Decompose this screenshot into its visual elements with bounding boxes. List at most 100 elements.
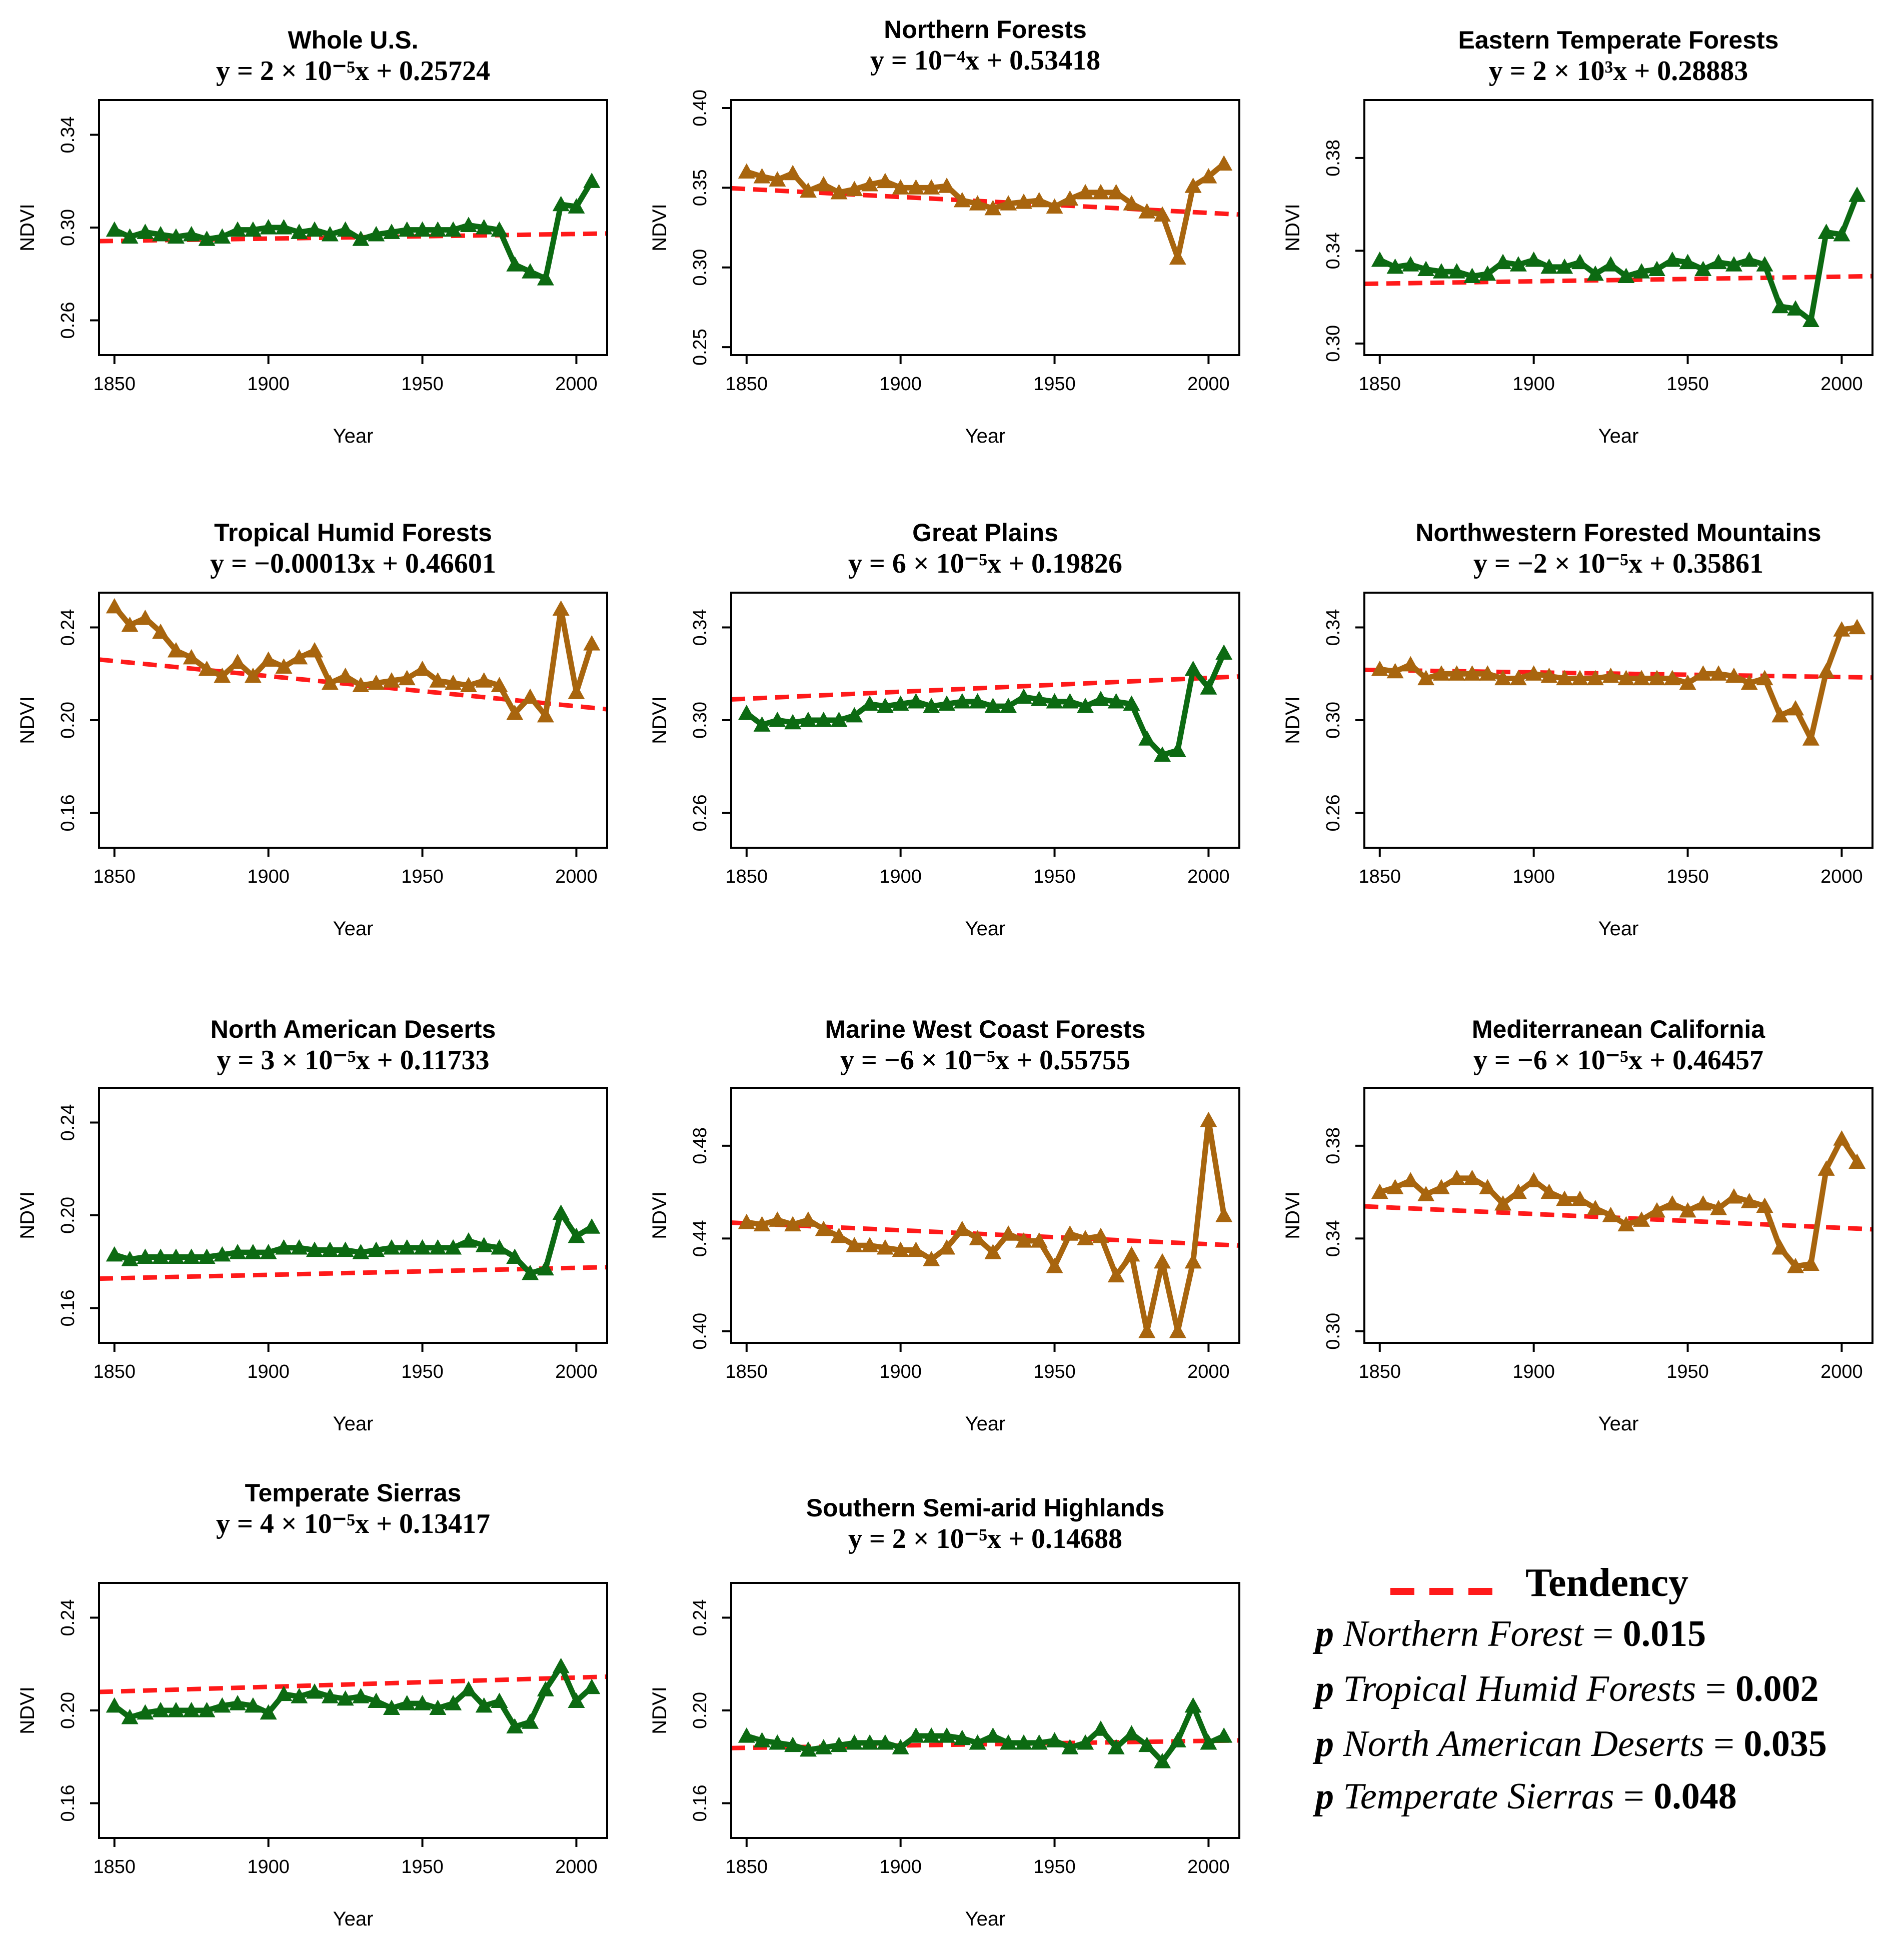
chart-equation: y = 10⁻⁴x + 0.53418: [870, 45, 1100, 76]
data-point: [1061, 1225, 1079, 1241]
data-point: [383, 1699, 400, 1715]
data-point: [846, 1734, 863, 1750]
data-point: [183, 649, 200, 665]
data-point: [923, 698, 940, 713]
data-point: [398, 221, 416, 237]
data-point: [506, 1248, 524, 1264]
data-point: [1386, 258, 1404, 274]
y-tick-label: 0.34: [690, 609, 711, 646]
data-point: [753, 716, 771, 732]
data-point: [984, 1244, 1002, 1259]
data-point: [1386, 1179, 1404, 1194]
x-tick-label: 1850: [726, 866, 768, 887]
series-segment: [573, 641, 595, 695]
legend-value: 0.002: [1735, 1668, 1819, 1709]
legend-p: p: [1315, 1613, 1334, 1654]
data-point: [1663, 670, 1681, 686]
x-tick-label: 2000: [1187, 866, 1230, 887]
data-point: [876, 1734, 894, 1750]
data-point: [198, 231, 216, 246]
data-point: [383, 1239, 400, 1255]
trend-line: [99, 657, 607, 712]
data-point: [1215, 1727, 1233, 1743]
data-point: [152, 226, 170, 242]
plot-frame: [730, 1087, 1240, 1344]
data-point: [368, 226, 385, 242]
data-point: [846, 181, 863, 197]
data-point: [152, 1702, 170, 1717]
data-point: [1710, 665, 1727, 681]
trend-line: [731, 186, 1239, 217]
data-point: [799, 712, 817, 727]
data-point: [522, 263, 539, 279]
data-point: [167, 642, 185, 658]
data-point: [1463, 1169, 1481, 1185]
data-point: [1725, 1188, 1742, 1204]
chart-title: Temperate Sierras: [245, 1479, 462, 1507]
data-point: [429, 1239, 447, 1255]
data-point: [953, 693, 971, 709]
y-tick-label: 0.30: [690, 249, 711, 286]
legend: Tendency p Northern Forest = 0.015 p Tro…: [1315, 1560, 1875, 1840]
data-point: [1802, 312, 1819, 328]
data-point: [1833, 226, 1850, 242]
data-point: [907, 1241, 925, 1257]
data-point: [969, 693, 986, 709]
data-point: [383, 672, 400, 688]
data-point: [352, 1688, 370, 1703]
data-point: [1740, 1193, 1758, 1208]
data-point: [1540, 258, 1558, 274]
data-point: [1046, 198, 1063, 214]
data-point: [414, 221, 431, 237]
y-tick-label: 0.16: [58, 794, 79, 831]
data-point: [291, 1688, 308, 1703]
data-point: [1448, 1169, 1465, 1185]
data-point: [1417, 1186, 1435, 1201]
data-point: [1154, 746, 1171, 762]
data-point: [1648, 1202, 1665, 1218]
data-point: [229, 1244, 247, 1259]
data-point: [1556, 1190, 1573, 1206]
legend-name: Temperate Sierras: [1343, 1776, 1614, 1817]
data-point: [1602, 256, 1619, 272]
data-point: [1432, 665, 1450, 681]
data-point: [769, 1211, 786, 1227]
data-point: [1817, 1160, 1835, 1176]
data-point: [1077, 1230, 1094, 1245]
y-tick-label: 0.20: [58, 702, 79, 739]
data-point: [953, 192, 971, 208]
x-axis-label: Year: [1598, 918, 1639, 940]
legend-row: p North American Deserts = 0.035: [1315, 1723, 1827, 1765]
data-point: [291, 224, 308, 239]
data-point: [1432, 263, 1450, 279]
data-point: [1061, 693, 1079, 709]
data-point: [352, 1244, 370, 1259]
chart-equation: y = −6 × 10⁻⁵x + 0.46457: [1473, 1045, 1763, 1076]
data-point: [1802, 730, 1819, 746]
data-point: [1694, 261, 1712, 277]
data-point: [198, 661, 216, 676]
data-point: [1525, 665, 1542, 681]
y-tick-label: 0.26: [690, 794, 711, 831]
series-segment: [1808, 669, 1829, 742]
data-point: [1817, 224, 1835, 239]
data-point: [1215, 1207, 1233, 1222]
data-point: [475, 672, 493, 688]
data-point: [137, 1248, 154, 1264]
x-tick-label: 2000: [555, 866, 598, 887]
x-tick-label: 2000: [555, 374, 598, 395]
data-point: [306, 221, 324, 237]
chart-equation: y = −0.00013x + 0.46601: [210, 548, 496, 579]
y-tick-label: 0.30: [1323, 1313, 1344, 1350]
tendency-swatch-icon: [1390, 1588, 1495, 1595]
data-point: [1015, 1232, 1032, 1248]
x-tick-label: 1850: [94, 1361, 136, 1382]
y-axis-label: NDVI: [649, 696, 671, 744]
data-point: [1633, 263, 1650, 279]
data-point: [445, 221, 462, 237]
data-point: [738, 1727, 755, 1743]
